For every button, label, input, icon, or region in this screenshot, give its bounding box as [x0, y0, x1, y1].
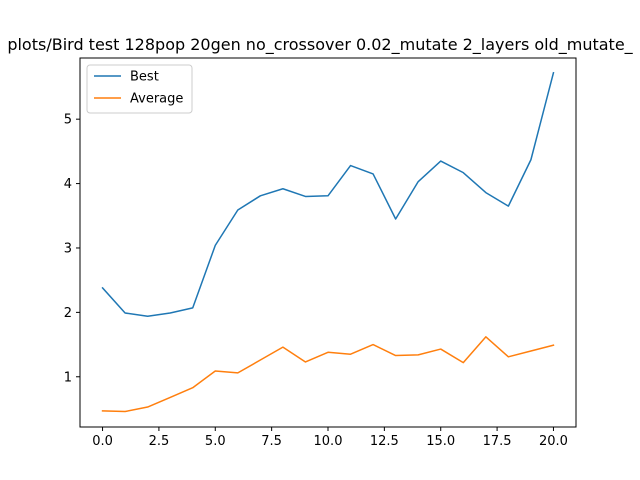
- x-tick-label: 12.5: [370, 434, 399, 449]
- series-layer: [101, 71, 555, 413]
- y-tick-label: 2: [64, 306, 72, 321]
- x-tick-label: 20.0: [539, 434, 568, 449]
- x-tick-label: 5.0: [205, 434, 226, 449]
- x-tick-label: 10.0: [314, 434, 343, 449]
- legend-label-average: Average: [130, 92, 183, 107]
- x-tick-label: 0.0: [92, 434, 113, 449]
- y-tick-label: 1: [64, 370, 72, 385]
- y-tick-label: 5: [64, 113, 72, 128]
- legend-box: [86, 64, 193, 114]
- series-line-average: [101, 336, 555, 413]
- y-tick-label: 3: [64, 241, 72, 256]
- y-tick-label: 4: [64, 177, 72, 192]
- series-line-best: [101, 71, 555, 317]
- legend-label-best: Best: [130, 70, 159, 85]
- x-axis: 0.0 2.5 5.0 7.5 10.0 12.5 15.0 17.5 20.0: [92, 427, 568, 449]
- y-axis: 1 2 3 4 5: [64, 113, 80, 385]
- x-tick-label: 2.5: [149, 434, 170, 449]
- x-tick-label: 7.5: [261, 434, 282, 449]
- x-tick-label: 15.0: [426, 434, 455, 449]
- x-tick-label: 17.5: [483, 434, 512, 449]
- legend: Best Average: [86, 64, 193, 114]
- chart-title: plots/Bird test 128pop 20gen no_crossove…: [7, 35, 633, 55]
